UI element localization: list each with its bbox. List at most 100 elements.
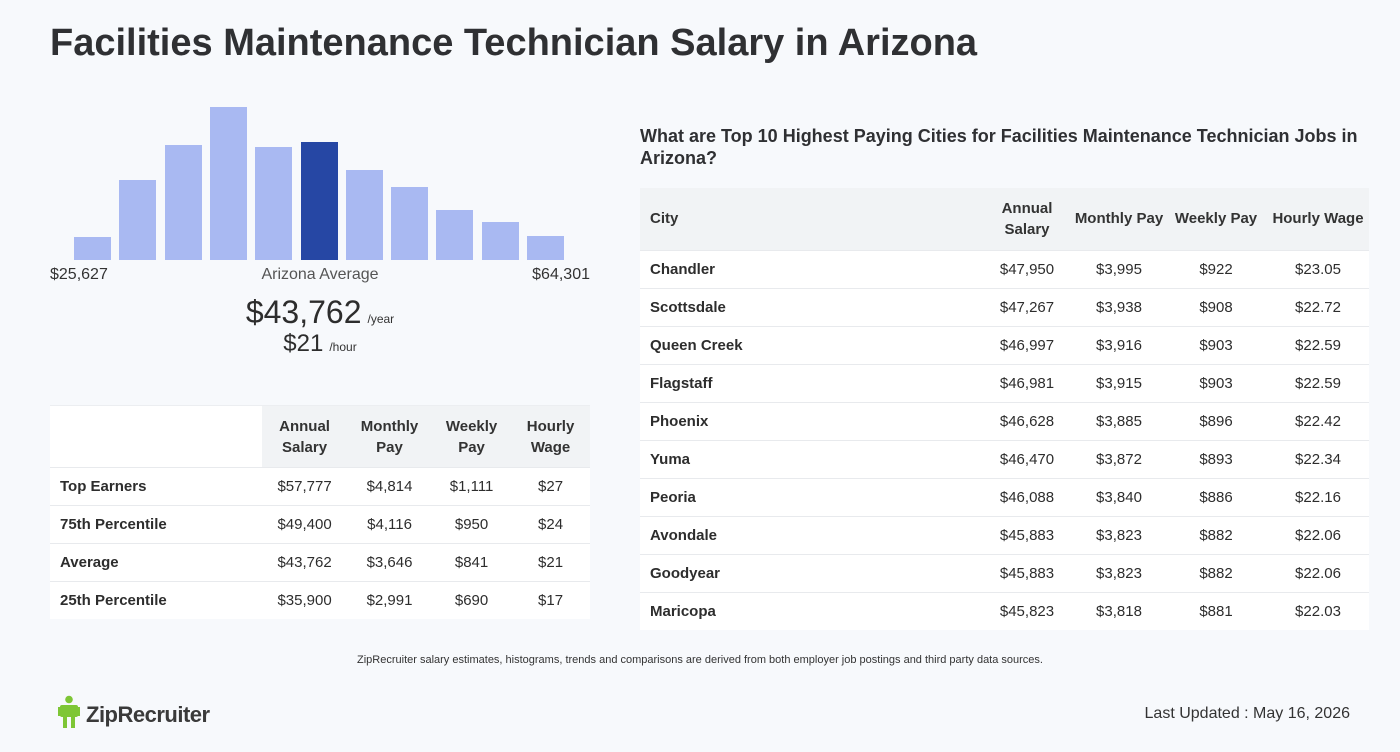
ziprecruiter-logo[interactable]: ZipRecruiter bbox=[58, 695, 210, 734]
table-cell: $3,915 bbox=[1073, 363, 1165, 402]
row-label: Average bbox=[50, 543, 263, 582]
histogram-max-label: $64,301 bbox=[532, 266, 590, 283]
table-cell: $21 bbox=[511, 543, 590, 582]
table-row: Phoenix $46,628 $3,885 $896 $22.42 bbox=[640, 401, 1369, 440]
table-cell: $57,777 bbox=[262, 467, 348, 506]
histogram-bar bbox=[255, 146, 293, 260]
table-cell: $46,628 bbox=[981, 401, 1073, 440]
histogram-bar bbox=[481, 221, 519, 260]
table-cell: $903 bbox=[1165, 325, 1267, 364]
table-row: 25th Percentile $35,900 $2,991 $690 $17 bbox=[50, 581, 590, 619]
table-cell: $22.42 bbox=[1267, 401, 1369, 440]
table-row: Maricopa $45,823 $3,818 $881 $22.03 bbox=[640, 591, 1369, 630]
average-hourly: $21/hour bbox=[50, 330, 590, 358]
table-cell: $1,111 bbox=[432, 467, 512, 506]
table-cell: $24 bbox=[511, 505, 590, 544]
disclaimer: ZipRecruiter salary estimates, histogram… bbox=[357, 654, 1043, 666]
city-name: Scottsdale bbox=[640, 287, 981, 326]
table-cell: $22.59 bbox=[1267, 325, 1369, 364]
table-cell: $35,900 bbox=[262, 581, 348, 619]
city-name: Phoenix bbox=[640, 401, 981, 440]
histogram-bar bbox=[436, 209, 474, 260]
table-cell: $22.72 bbox=[1267, 287, 1369, 326]
page-title: Facilities Maintenance Technician Salary… bbox=[50, 22, 978, 64]
blank-header bbox=[50, 405, 263, 468]
table-cell: $690 bbox=[432, 581, 512, 619]
header-monthly-pay: Monthly Pay bbox=[347, 405, 433, 468]
percentile-table: Annual Salary Monthly Pay Weekly Pay Hou… bbox=[50, 405, 590, 619]
table-cell: $2,991 bbox=[347, 581, 433, 619]
table-cell: $3,872 bbox=[1073, 439, 1165, 478]
row-label: 25th Percentile bbox=[50, 581, 263, 619]
histogram-min-label: $25,627 bbox=[50, 266, 108, 283]
table-row: Yuma $46,470 $3,872 $893 $22.34 bbox=[640, 439, 1369, 478]
row-label: Top Earners bbox=[50, 467, 263, 506]
table-cell: $3,995 bbox=[1073, 249, 1165, 288]
histogram-bar bbox=[527, 235, 564, 260]
table-cell: $22.59 bbox=[1267, 363, 1369, 402]
table-cell: $46,088 bbox=[981, 477, 1073, 516]
table-row: 75th Percentile $49,400 $4,116 $950 $24 bbox=[50, 505, 590, 544]
table-cell: $3,646 bbox=[347, 543, 433, 582]
table-row: Peoria $46,088 $3,840 $886 $22.16 bbox=[640, 477, 1369, 516]
header-city: City bbox=[640, 188, 981, 250]
row-label: 75th Percentile bbox=[50, 505, 263, 544]
histogram-bar bbox=[119, 180, 157, 260]
city-name: Flagstaff bbox=[640, 363, 981, 402]
table-cell: $45,823 bbox=[981, 591, 1073, 630]
table-row: Flagstaff $46,981 $3,915 $903 $22.59 bbox=[640, 363, 1369, 402]
table-cell: $922 bbox=[1165, 249, 1267, 288]
table-row: Scottsdale $47,267 $3,938 $908 $22.72 bbox=[640, 287, 1369, 326]
header-hourly-wage: Hourly Wage bbox=[511, 405, 590, 468]
table-cell: $903 bbox=[1165, 363, 1267, 402]
last-updated: Last Updated : May 16, 2026 bbox=[1144, 705, 1350, 722]
salary-histogram bbox=[50, 100, 590, 260]
city-name: Queen Creek bbox=[640, 325, 981, 364]
table-cell: $3,938 bbox=[1073, 287, 1165, 326]
histogram-bar bbox=[300, 142, 338, 260]
header-monthly-pay: Monthly Pay bbox=[1073, 188, 1165, 250]
table-cell: $22.06 bbox=[1267, 515, 1369, 554]
city-name: Maricopa bbox=[640, 591, 981, 630]
city-name: Peoria bbox=[640, 477, 981, 516]
table-cell: $893 bbox=[1165, 439, 1267, 478]
cities-table-header: City Annual Salary Monthly Pay Weekly Pa… bbox=[640, 188, 1369, 250]
table-cell: $3,818 bbox=[1073, 591, 1165, 630]
histogram-bar bbox=[74, 237, 111, 260]
table-cell: $49,400 bbox=[262, 505, 348, 544]
table-cell: $3,840 bbox=[1073, 477, 1165, 516]
average-annual-unit: /year bbox=[367, 312, 395, 326]
table-cell: $4,116 bbox=[347, 505, 433, 544]
table-row: Chandler $47,950 $3,995 $922 $23.05 bbox=[640, 249, 1369, 288]
cities-heading: What are Top 10 Highest Paying Cities fo… bbox=[640, 126, 1358, 168]
city-name: Goodyear bbox=[640, 553, 981, 592]
table-cell: $45,883 bbox=[981, 515, 1073, 554]
table-cell: $47,267 bbox=[981, 287, 1073, 326]
table-cell: $22.34 bbox=[1267, 439, 1369, 478]
table-cell: $886 bbox=[1165, 477, 1267, 516]
ziprecruiter-logo-text: ZipRecruiter bbox=[86, 701, 210, 727]
table-cell: $841 bbox=[432, 543, 512, 582]
histogram-bar bbox=[391, 186, 429, 260]
city-name: Avondale bbox=[640, 515, 981, 554]
table-cell: $22.06 bbox=[1267, 553, 1369, 592]
ziprecruiter-logo-icon bbox=[58, 695, 80, 734]
city-name: Chandler bbox=[640, 249, 981, 288]
table-row: Queen Creek $46,997 $3,916 $903 $22.59 bbox=[640, 325, 1369, 364]
cities-table: City Annual Salary Monthly Pay Weekly Pa… bbox=[640, 188, 1369, 630]
table-cell: $27 bbox=[511, 467, 590, 506]
table-cell: $3,885 bbox=[1073, 401, 1165, 440]
table-cell: $3,823 bbox=[1073, 553, 1165, 592]
table-cell: $46,997 bbox=[981, 325, 1073, 364]
header-hourly-wage: Hourly Wage bbox=[1267, 188, 1369, 250]
table-cell: $46,470 bbox=[981, 439, 1073, 478]
table-cell: $3,916 bbox=[1073, 325, 1165, 364]
header-weekly-pay: Weekly Pay bbox=[432, 405, 512, 468]
table-cell: $950 bbox=[432, 505, 512, 544]
table-cell: $22.16 bbox=[1267, 477, 1369, 516]
average-annual-value: $43,762 bbox=[245, 294, 362, 330]
header-annual-salary: Annual Salary bbox=[262, 405, 348, 468]
table-row: Goodyear $45,883 $3,823 $882 $22.06 bbox=[640, 553, 1369, 592]
table-row: Average $43,762 $3,646 $841 $21 bbox=[50, 543, 590, 582]
table-cell: $47,950 bbox=[981, 249, 1073, 288]
